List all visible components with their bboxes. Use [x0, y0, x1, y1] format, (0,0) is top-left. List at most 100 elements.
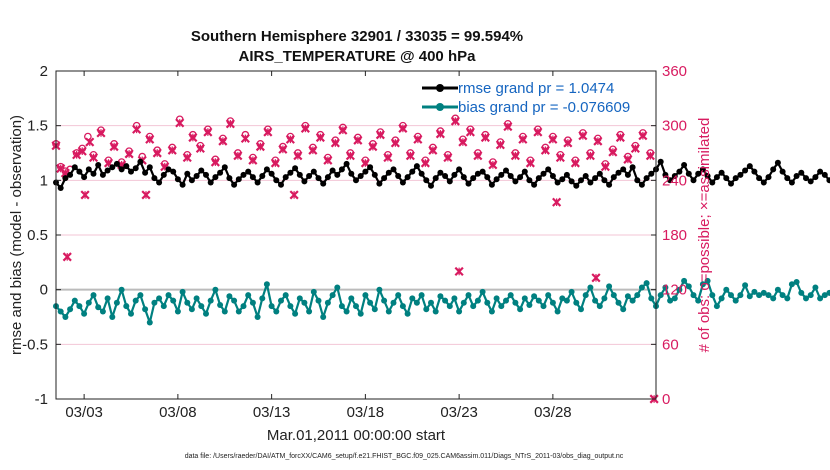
rmse-point-90 — [474, 170, 481, 177]
rmse-point-118 — [606, 181, 613, 188]
y-right-tick-label-5: 300 — [662, 118, 687, 135]
rmse-point-11 — [104, 167, 111, 174]
rmse-point-76 — [409, 168, 416, 175]
obs-assimilated-point-82 — [600, 162, 610, 172]
rmse-point-140 — [709, 179, 716, 186]
rmse-point-41 — [245, 168, 252, 175]
bias-point-112 — [578, 306, 584, 313]
rmse-point-1 — [57, 185, 64, 191]
rmse-point-135 — [685, 170, 692, 177]
bias-point-84 — [446, 303, 453, 310]
obs-assimilated-point-35 — [278, 144, 288, 154]
bias-point-17 — [132, 297, 139, 304]
rmse-point-62 — [343, 160, 350, 167]
bias-point-8 — [90, 292, 97, 299]
bias-point-56 — [315, 297, 322, 304]
obs-assimilated-point-53 — [405, 151, 415, 161]
rmse-point-162 — [812, 174, 819, 181]
bias-point-89 — [470, 303, 477, 310]
obs-assimilated-point-37 — [289, 190, 299, 200]
obs-assimilated-point-9 — [96, 128, 106, 138]
rmse-point-91 — [479, 168, 486, 175]
rmse-point-124 — [634, 177, 641, 184]
obs-assimilated-point-21 — [175, 118, 185, 128]
rmse-point-31 — [198, 167, 205, 174]
rmse-point-51 — [292, 165, 299, 172]
rmse-point-71 — [385, 169, 392, 176]
bias-point-138 — [699, 281, 706, 288]
bias-point-32 — [203, 310, 209, 317]
bias-point-154 — [774, 286, 781, 293]
obs-assimilated-point-69 — [518, 134, 528, 144]
rmse-point-102 — [531, 181, 538, 188]
bias-point-29 — [188, 306, 195, 313]
bias-point-93 — [488, 308, 495, 315]
obs-assimilated-point-71 — [533, 127, 543, 137]
x-axis-ticks: 03/03 03/08 03/13 03/18 03/23 03/28 — [65, 71, 572, 421]
rmse-point-58 — [324, 174, 331, 181]
bias-point-23 — [160, 303, 167, 310]
y-axis-label: rmse and bias (model - observation) — [8, 115, 25, 355]
bias-point-148 — [746, 293, 753, 300]
rmse-point-60 — [334, 171, 341, 178]
bias-point-88 — [465, 292, 472, 299]
bias-point-45 — [263, 281, 270, 288]
rmse-point-105 — [545, 166, 552, 173]
bias-point-51 — [292, 310, 299, 317]
rmse-point-145 — [732, 175, 739, 182]
bias-point-151 — [760, 289, 767, 296]
rmse-point-4 — [71, 164, 78, 171]
rmse-point-32 — [203, 171, 209, 178]
rmse-point-131 — [667, 177, 674, 184]
rmse-point-136 — [690, 177, 697, 184]
rmse-point-39 — [235, 176, 242, 183]
obs-assimilated-point-52 — [398, 123, 408, 133]
obs-assimilated-point-77 — [570, 158, 580, 168]
bias-point-132 — [671, 295, 678, 302]
rmse-point-138 — [699, 166, 706, 173]
bias-point-40 — [240, 303, 247, 310]
bias-point-9 — [95, 304, 102, 311]
rmse-point-43 — [254, 179, 261, 186]
rmse-point-6 — [81, 174, 88, 181]
rmse-point-142 — [718, 169, 725, 176]
rmse-point-49 — [282, 174, 289, 181]
bias-point-129 — [657, 292, 664, 299]
rmse-point-96 — [503, 167, 509, 174]
rmse-point-133 — [676, 168, 683, 175]
rmse-point-154 — [774, 159, 781, 166]
obs-assimilated-point-41 — [315, 132, 325, 143]
bias-point-125 — [638, 284, 645, 291]
obs-assimilated-point-49 — [375, 130, 385, 140]
y-tick-label-1: -0.5 — [22, 336, 48, 353]
bias-point-60 — [334, 284, 341, 291]
bias-point-18 — [137, 292, 144, 299]
bias-point-68 — [371, 306, 378, 313]
rmse-point-66 — [362, 168, 369, 175]
rmse-point-65 — [357, 173, 364, 179]
rmse-point-40 — [240, 171, 247, 178]
rmse-series-line — [55, 160, 830, 190]
rmse-point-10 — [99, 171, 106, 178]
rmse-point-28 — [184, 170, 191, 177]
bias-point-13 — [113, 299, 120, 306]
obs-assimilated-point-54 — [413, 134, 423, 144]
bias-point-75 — [404, 310, 411, 317]
bias-point-106 — [549, 299, 556, 306]
bias-point-72 — [390, 299, 397, 306]
rmse-point-84 — [446, 178, 453, 185]
rmse-point-27 — [179, 181, 186, 188]
bias-point-152 — [765, 292, 772, 299]
rmse-point-73 — [395, 173, 402, 179]
bias-point-113 — [582, 292, 589, 299]
obs-assimilated-point-67 — [503, 121, 513, 132]
bias-point-20 — [146, 319, 153, 326]
rmse-point-83 — [442, 173, 449, 179]
rmse-point-80 — [428, 182, 434, 189]
obs-assimilated-point-27 — [218, 136, 228, 146]
bias-point-19 — [142, 306, 149, 313]
bias-point-11 — [104, 295, 111, 302]
bias-point-153 — [770, 295, 777, 302]
bias-point-126 — [643, 280, 650, 287]
y-right-tick-label-2: 120 — [662, 282, 687, 299]
